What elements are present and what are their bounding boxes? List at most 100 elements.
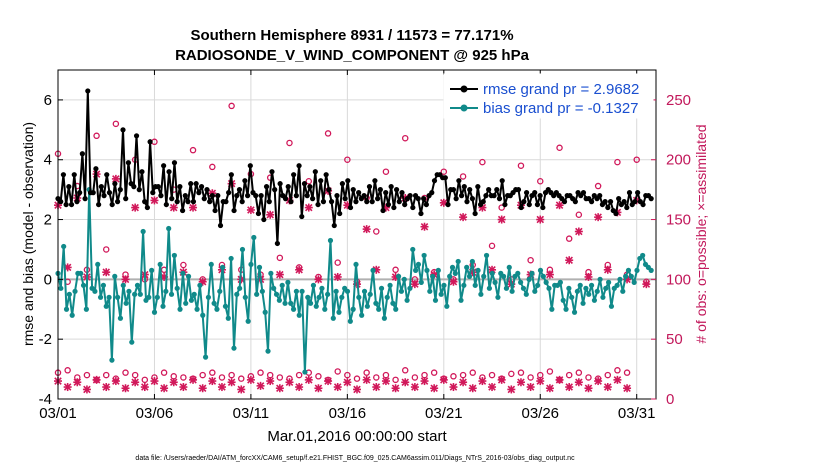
bias-point-62 (231, 345, 237, 351)
x-axis-label: Mar.01,2016 00:00:00 start (267, 428, 447, 445)
bias-point-1 (58, 285, 64, 291)
rmse-point-56 (207, 199, 213, 205)
rmse-point-63 (226, 190, 232, 196)
rmse-point-114 (364, 199, 370, 205)
bias-point-113 (376, 306, 382, 312)
bias-point-20 (112, 273, 118, 279)
obs-assimilated-point-53 (565, 256, 574, 265)
rmse-point-1 (58, 199, 64, 205)
obs-possible-point-26 (305, 178, 313, 185)
rmse-point-197 (588, 199, 595, 205)
obs-assimilated-point-77 (198, 384, 207, 393)
right-y-tick-label-3: 150 (666, 212, 691, 229)
obs-assimilated-point-5 (102, 268, 111, 277)
obs-assimilated-point-74 (169, 378, 178, 387)
bias-point-154 (492, 279, 498, 285)
rmse-point-173 (523, 190, 530, 196)
rmse-point-30 (136, 187, 142, 193)
obs-possible-point-52 (556, 144, 563, 152)
bias-point-55 (211, 300, 217, 306)
bias-point-128 (418, 279, 424, 285)
rmse-point-24 (120, 127, 126, 133)
obs-possible-point-101 (430, 369, 438, 376)
rmse-point-111 (356, 190, 362, 196)
rmse-point-146 (450, 187, 457, 193)
bias-point-8 (78, 270, 84, 276)
rmse-point-210 (624, 204, 630, 211)
rmse-point-11 (85, 88, 91, 94)
x-tick-label-1: 03/06 (136, 405, 174, 422)
rmse-point-151 (464, 199, 470, 205)
rmse-point-123 (388, 184, 394, 190)
bias-point-77 (273, 291, 280, 297)
obs-assimilated-point-76 (189, 375, 198, 384)
obs-assimilated-point-23 (275, 270, 284, 279)
chart-title-line1: Southern Hemisphere 8931 / 11573 = 77.17… (190, 27, 513, 44)
obs-assimilated-point-42 (459, 213, 468, 222)
obs-assimilated-point-66 (92, 375, 101, 384)
rmse-point-108 (347, 204, 354, 211)
bias-point-120 (395, 273, 402, 279)
rmse-point-52 (196, 190, 202, 196)
rmse-point-147 (453, 196, 459, 202)
rmse-point-110 (353, 199, 359, 205)
bias-point-18 (106, 294, 112, 300)
obs-assimilated-point-37 (410, 280, 419, 289)
bias-point-51 (200, 312, 206, 318)
rmse-point-97 (318, 178, 324, 184)
obs-assimilated-point-20 (246, 205, 255, 214)
obs-possible-point-81 (238, 375, 245, 382)
rmse-point-2 (60, 172, 67, 178)
rmse-point-39 (161, 163, 167, 169)
bias-point-64 (237, 285, 243, 291)
obs-possible-point-63 (64, 367, 71, 374)
rmse-point-139 (431, 178, 438, 184)
rmse-point-113 (361, 193, 367, 199)
rmse-point-214 (635, 190, 641, 196)
legend-bias-marker (460, 104, 468, 112)
bias-point-189 (591, 297, 598, 303)
bias-point-50 (197, 282, 203, 288)
x-tick-label-4: 03/21 (425, 405, 463, 422)
obs-possible-point-53 (565, 235, 573, 242)
bias-point-159 (506, 264, 512, 270)
bias-point-137 (444, 303, 450, 309)
bias-point-119 (393, 306, 399, 312)
bias-point-81 (285, 279, 291, 285)
obs-assimilated-point-114 (555, 375, 564, 384)
bias-point-116 (384, 294, 390, 300)
bias-point-201 (625, 267, 632, 273)
obs-possible-point-79 (218, 374, 226, 381)
bias-point-38 (163, 288, 169, 294)
obs-possible-point-58 (614, 158, 621, 166)
rmse-point-153 (469, 196, 476, 202)
obs-assimilated-point-101 (430, 384, 439, 393)
bias-point-105 (353, 261, 359, 268)
bias-point-74 (265, 348, 271, 354)
bias-point-203 (631, 279, 637, 285)
bias-point-28 (134, 282, 141, 288)
obs-assimilated-point-78 (208, 377, 217, 386)
rmse-point-90 (299, 213, 305, 220)
rmse-point-47 (182, 193, 188, 199)
bias-point-148 (475, 267, 481, 273)
obs-possible-point-111 (527, 374, 534, 381)
obs-possible-point-23 (276, 254, 284, 262)
rmse-point-138 (429, 190, 435, 196)
bias-point-111 (370, 267, 376, 273)
obs-assimilated-point-82 (246, 375, 255, 384)
obs-possible-point-87 (295, 371, 303, 379)
rmse-point-69 (242, 178, 248, 184)
obs-possible-point-75 (180, 374, 187, 381)
obs-possible-point-84 (266, 371, 274, 379)
rmse-point-144 (445, 201, 451, 208)
bias-point-173 (546, 285, 552, 291)
obs-assimilated-point-119 (603, 383, 612, 392)
rmse-point-177 (534, 201, 541, 208)
obs-assimilated-point-72 (150, 377, 159, 386)
bias-point-72 (259, 288, 265, 294)
rmse-point-127 (399, 190, 405, 196)
rmse-point-165 (502, 201, 508, 208)
obs-assimilated-point-117 (584, 384, 593, 393)
bias-point-60 (225, 315, 231, 321)
